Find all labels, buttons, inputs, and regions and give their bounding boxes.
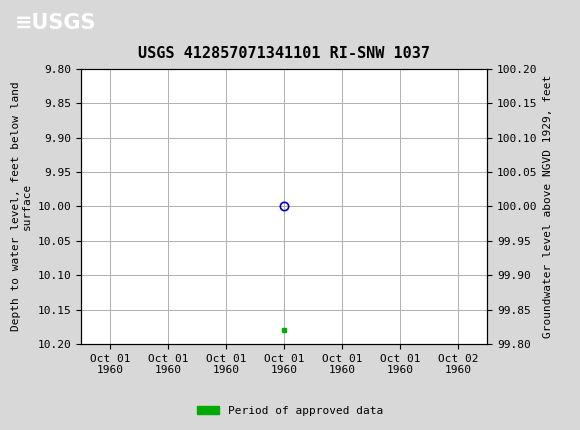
Title: USGS 412857071341101 RI-SNW 1037: USGS 412857071341101 RI-SNW 1037	[138, 46, 430, 61]
Legend: Period of approved data: Period of approved data	[193, 401, 387, 420]
Y-axis label: Groundwater level above NGVD 1929, feet: Groundwater level above NGVD 1929, feet	[543, 75, 553, 338]
Text: ≡USGS: ≡USGS	[14, 12, 96, 33]
Y-axis label: Depth to water level, feet below land
surface: Depth to water level, feet below land su…	[10, 82, 32, 331]
